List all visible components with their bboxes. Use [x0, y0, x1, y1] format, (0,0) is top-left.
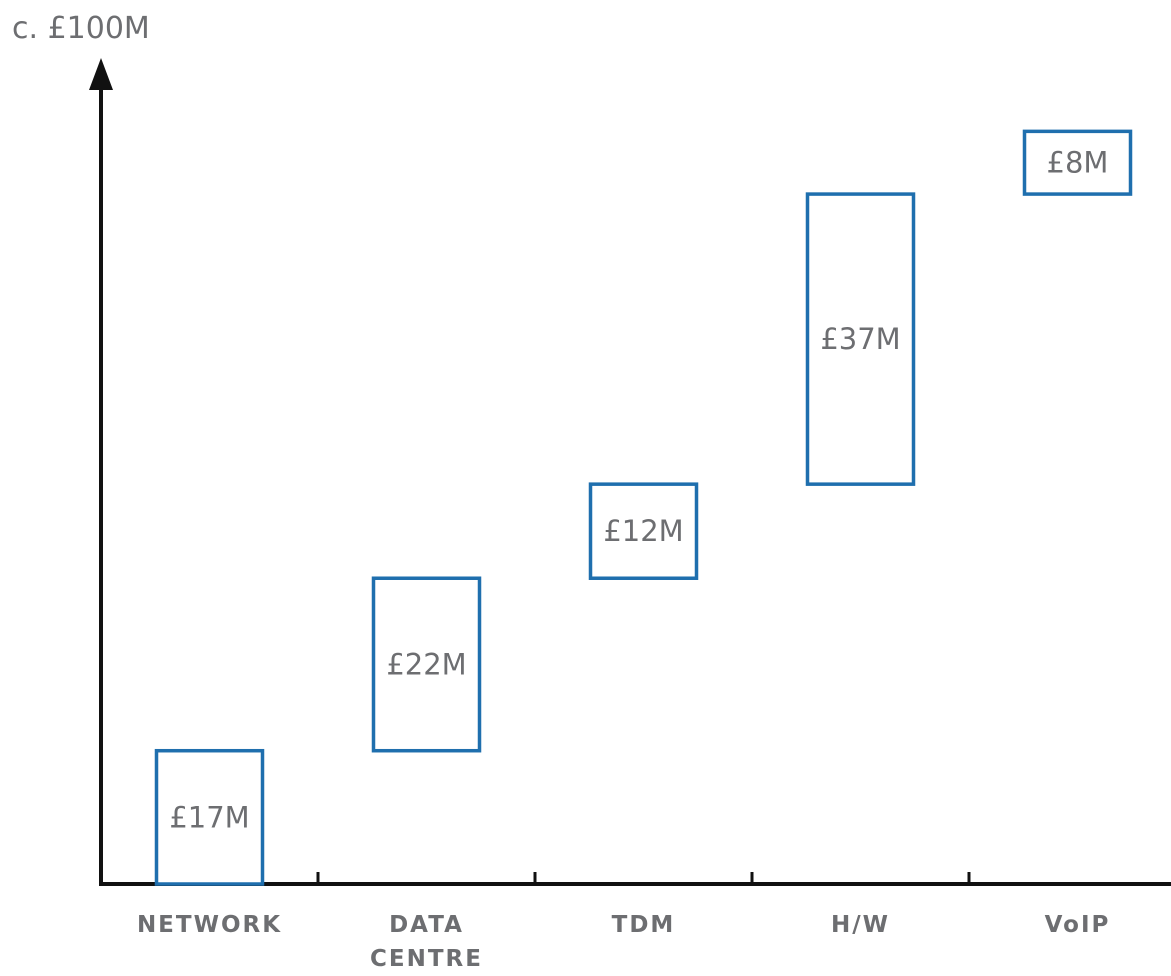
- category-label-4: VoIP: [1045, 912, 1111, 938]
- category-label-0: NETWORK: [137, 912, 282, 938]
- value-label-3: £37M: [820, 322, 900, 356]
- value-label-2: £12M: [603, 514, 683, 548]
- category-label-1-line-1: CENTRE: [370, 946, 483, 972]
- bar-3: [805, 192, 916, 486]
- bar-1: [371, 576, 482, 753]
- bar-2: [588, 482, 699, 580]
- bar-4: [1022, 129, 1133, 196]
- value-label-1: £22M: [386, 647, 466, 681]
- y-axis-top-label: c. £100M: [12, 11, 150, 46]
- axes: [89, 58, 1171, 886]
- labels: c. £100M £17M NETWORK £22M DATA CENTRE £12M TDM…: [12, 11, 1111, 972]
- category-label-1: DATA: [389, 912, 464, 938]
- y-axis-arrowhead: [89, 58, 113, 90]
- value-label-0: £17M: [169, 800, 249, 834]
- bar-0: [154, 748, 265, 886]
- value-label-4: £8M: [1047, 146, 1109, 180]
- bars: [154, 129, 1133, 886]
- category-label-2: TDM: [612, 912, 676, 938]
- category-label-3: H/W: [831, 912, 890, 938]
